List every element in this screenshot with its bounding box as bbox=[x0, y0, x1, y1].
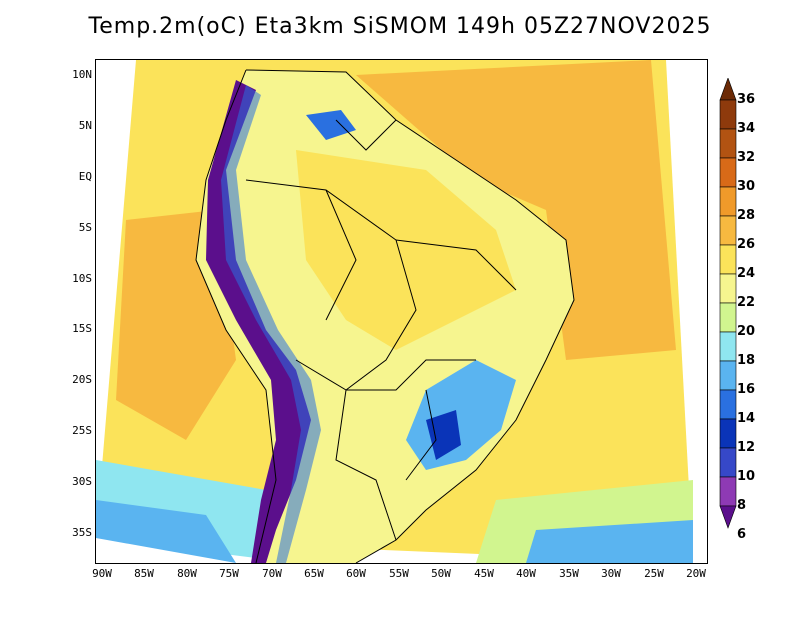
lon-label: 90W bbox=[92, 567, 112, 580]
colorbar-label: 22 bbox=[737, 295, 756, 310]
colorbar-block bbox=[719, 476, 737, 507]
lat-label: 30S bbox=[72, 475, 92, 488]
colorbar-block bbox=[719, 215, 737, 246]
colorbar-label: 26 bbox=[737, 237, 756, 252]
lat-label: 5N bbox=[78, 119, 92, 132]
colorbar-label: 6 bbox=[737, 527, 747, 542]
colorbar-top-triangle bbox=[719, 78, 737, 101]
lon-label: 45W bbox=[474, 567, 494, 580]
colorbar-bottom-triangle bbox=[719, 505, 737, 529]
lat-label: 15S bbox=[72, 322, 92, 335]
colorbar-block bbox=[719, 157, 737, 188]
colorbar-label: 36 bbox=[737, 92, 756, 107]
lon-label: 25W bbox=[644, 567, 664, 580]
lat-label: 10N bbox=[72, 68, 92, 81]
colorbar-label: 24 bbox=[737, 266, 756, 281]
colorbar-block bbox=[719, 186, 737, 217]
lat-label: 5S bbox=[78, 221, 92, 234]
colorbar-block bbox=[719, 273, 737, 304]
lat-label: 20S bbox=[72, 373, 92, 386]
ocean-cold-south-west bbox=[96, 500, 236, 563]
lon-label: 60W bbox=[346, 567, 366, 580]
colorbar-label: 8 bbox=[737, 498, 747, 513]
lon-label: 65W bbox=[304, 567, 324, 580]
colorbar-label: 10 bbox=[737, 469, 756, 484]
colorbar-label: 34 bbox=[737, 121, 756, 136]
lon-label: 20W bbox=[686, 567, 706, 580]
colorbar-label: 28 bbox=[737, 208, 756, 223]
ocean-cold-south-east bbox=[526, 520, 693, 563]
lon-label: 85W bbox=[134, 567, 154, 580]
colorbar-label: 14 bbox=[737, 411, 756, 426]
lon-label: 50W bbox=[431, 567, 451, 580]
colorbar-block bbox=[719, 389, 737, 420]
lon-label: 55W bbox=[389, 567, 409, 580]
colorbar-label: 18 bbox=[737, 353, 756, 368]
colorbar-block bbox=[719, 418, 737, 449]
lat-label: 10S bbox=[72, 272, 92, 285]
interior-warm bbox=[296, 150, 516, 350]
lat-label: EQ bbox=[78, 170, 92, 183]
colorbar-label: 12 bbox=[737, 440, 756, 455]
colorbar-label: 32 bbox=[737, 150, 756, 165]
colorbar-block bbox=[719, 360, 737, 391]
andes-edge bbox=[221, 85, 321, 563]
lon-label: 35W bbox=[559, 567, 579, 580]
colorbar-block bbox=[719, 302, 737, 333]
colorbar-label: 20 bbox=[737, 324, 756, 339]
southeast-colder bbox=[426, 410, 461, 460]
map-title: Temp.2m(oC) Eta3km SiSMOM 149h 05Z27NOV2… bbox=[88, 14, 712, 39]
colorbar-block bbox=[719, 447, 737, 478]
map-frame[interactable] bbox=[95, 59, 708, 564]
temperature-map bbox=[96, 60, 693, 563]
colorbar-block bbox=[719, 244, 737, 275]
guiana-cool bbox=[306, 110, 356, 140]
political-borders bbox=[195, 69, 575, 563]
colorbar-block bbox=[719, 128, 737, 159]
lat-label: 35S bbox=[72, 526, 92, 539]
colorbar-label: 30 bbox=[737, 179, 756, 194]
colorbar-block bbox=[719, 99, 737, 130]
lat-label: 25S bbox=[72, 424, 92, 437]
ocean-warm-region bbox=[356, 60, 676, 360]
lon-label: 75W bbox=[219, 567, 239, 580]
temperature-colorbar bbox=[719, 78, 737, 529]
lon-label: 40W bbox=[516, 567, 536, 580]
lon-label: 70W bbox=[262, 567, 282, 580]
colorbar-blocks bbox=[719, 78, 737, 529]
colorbar-block bbox=[719, 331, 737, 362]
lon-label: 30W bbox=[601, 567, 621, 580]
lon-label: 80W bbox=[177, 567, 197, 580]
colorbar-label: 16 bbox=[737, 382, 756, 397]
